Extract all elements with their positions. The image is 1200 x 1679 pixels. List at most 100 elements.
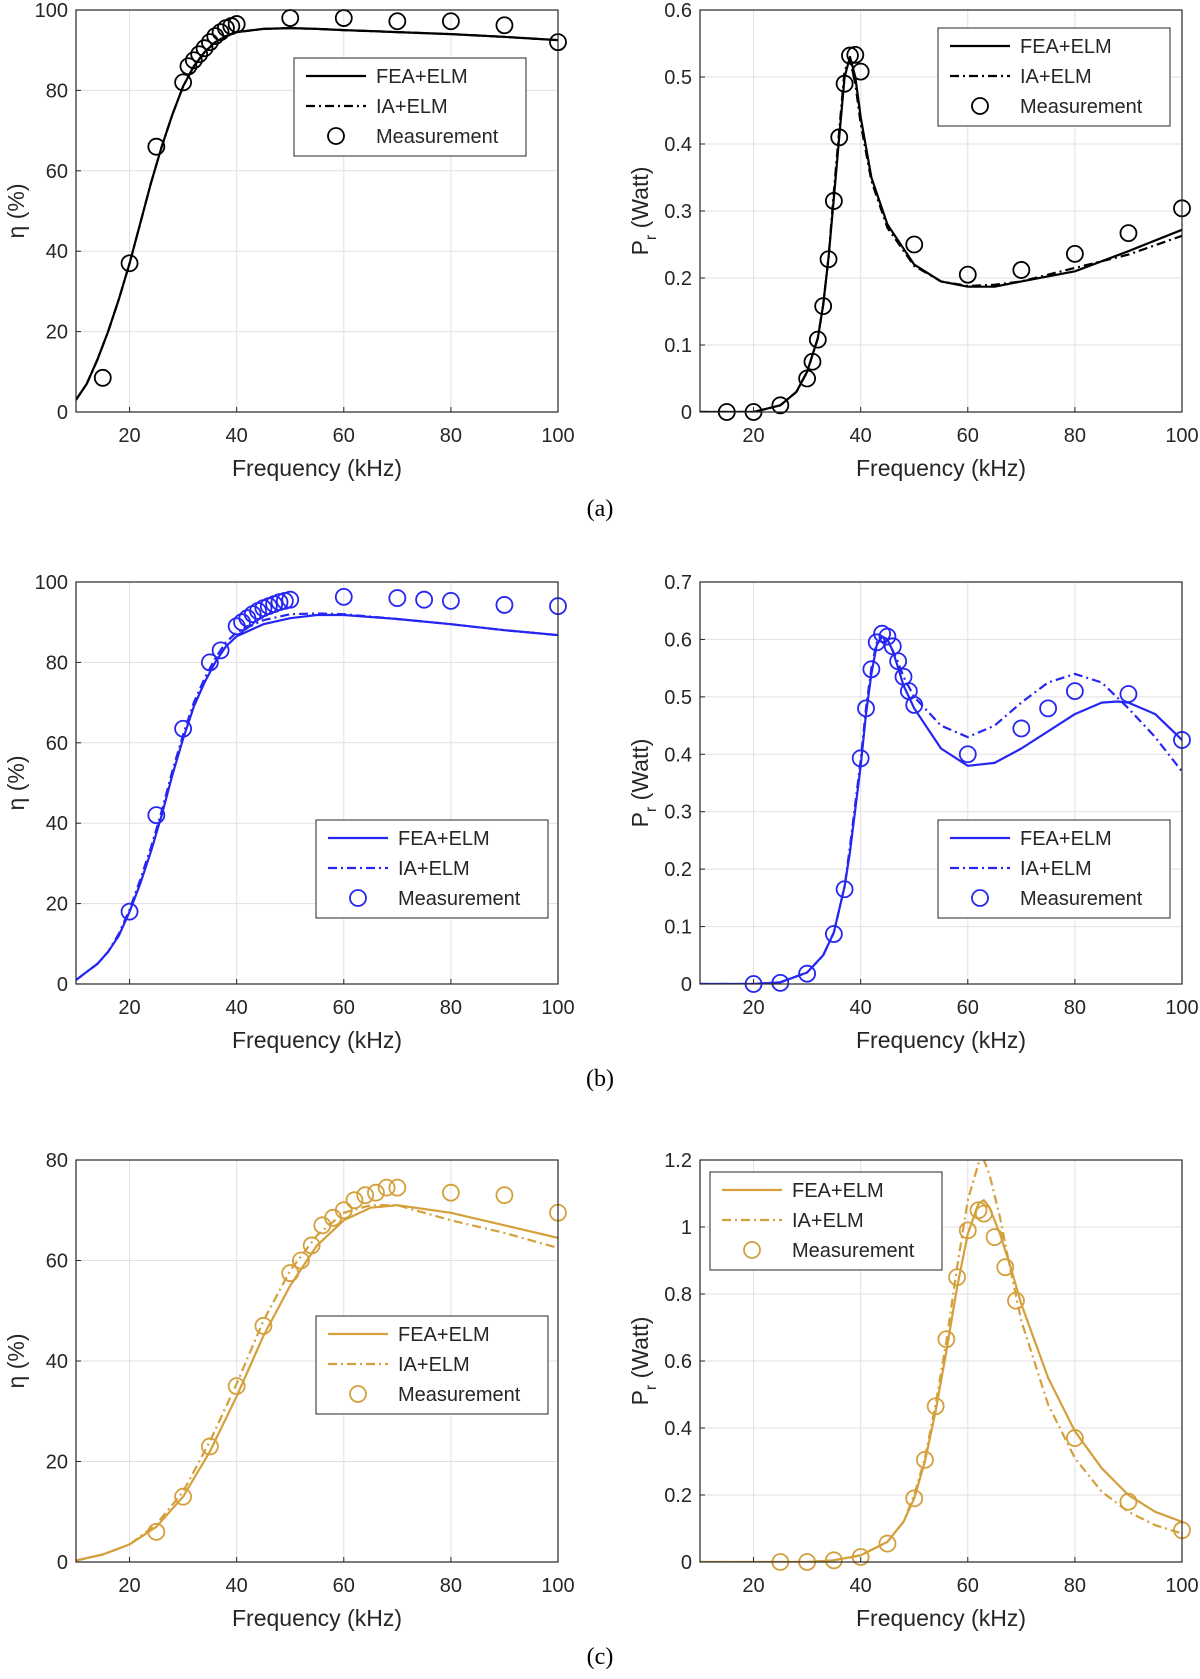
legend-marker: [349, 1385, 367, 1403]
measurement-point: [1065, 244, 1084, 263]
measurement-point: [808, 330, 827, 349]
axes-box: [75, 581, 559, 985]
measurement-point: [415, 590, 434, 609]
measurement-point: [835, 880, 854, 899]
x-tick-label: 80: [440, 425, 462, 447]
x-tick-label: 80: [1064, 425, 1086, 447]
y-tick-label: 20: [46, 322, 68, 344]
measurement-point: [281, 590, 300, 609]
x-tick-label: 100: [1165, 997, 1198, 1019]
legend-label: Measurement: [376, 126, 499, 148]
measurement-point: [441, 1183, 460, 1202]
measurement-point: [824, 1551, 843, 1570]
measurement-point: [211, 23, 230, 42]
x-tick-label: 60: [957, 1575, 979, 1597]
measurement-point: [937, 1330, 956, 1349]
y-axis-label: η (%): [3, 184, 29, 239]
y-tick-label: 60: [46, 161, 68, 183]
measurement-point: [1012, 261, 1031, 279]
measurement-point: [377, 1178, 396, 1197]
measurement-point: [211, 641, 230, 660]
y-tick-label: 0.8: [664, 1284, 692, 1306]
legend-label: IA+ELM: [1020, 66, 1092, 88]
panel-label-b: (b): [586, 1066, 614, 1092]
y-tick-label: 100: [35, 572, 68, 594]
x-tick-label: 40: [226, 425, 248, 447]
measurement-point: [851, 749, 870, 768]
measurement-point: [174, 1487, 193, 1506]
series-line-ia-elm: [700, 1160, 1182, 1562]
measurement-point: [814, 297, 833, 316]
measurement-point: [281, 1264, 300, 1282]
chart-b-pow: 20 40 60 80 100 0 0.1 0.2 0.3 0.4 0.5 0.6 0.7 Frequen…: [627, 572, 1199, 1053]
measurement-point: [824, 192, 843, 210]
measurement-point: [120, 254, 139, 273]
measurement-point: [819, 250, 838, 269]
legend-marker: [971, 889, 989, 907]
y-tick-label: 0.6: [664, 629, 692, 651]
measurement-point: [388, 1178, 407, 1197]
measurement-point: [798, 369, 817, 388]
x-tick-label: 80: [440, 997, 462, 1019]
y-tick-label: 80: [46, 1150, 68, 1172]
legend-label: FEA+ELM: [792, 1180, 884, 1202]
y-tick-label: 0: [57, 1552, 68, 1574]
x-tick-label: 60: [333, 997, 355, 1019]
chart-b-eff: 20 40 60 80 100 0 20 40 60 80 100 Frequency (kHz) η …: [3, 572, 575, 1053]
y-tick-label: 0.7: [664, 572, 692, 594]
x-tick-label: 40: [226, 997, 248, 1019]
measurement-point: [195, 39, 214, 58]
y-tick-label: 0.5: [664, 687, 692, 709]
y-axis-label-units: (Watt): [627, 167, 653, 235]
y-tick-label: 0.1: [664, 335, 692, 357]
measurement-point: [200, 653, 219, 672]
y-tick-label: 100: [35, 0, 68, 22]
series-line-fea-elm: [700, 1199, 1182, 1562]
measurement-point: [147, 137, 166, 156]
measurement-point: [441, 591, 460, 610]
chart-a-eff: 20 40 60 80 100 0 20 40 60 80 100 Frequency (kHz) η …: [3, 0, 575, 481]
measurement-point: [1007, 1291, 1025, 1310]
y-tick-label: 0.4: [664, 744, 692, 766]
measurement-point: [958, 265, 977, 284]
x-tick-label: 40: [226, 1575, 248, 1597]
measurement-point: [905, 235, 924, 254]
measurement-point: [969, 1201, 988, 1220]
measurement-point: [835, 74, 854, 93]
measurement-point: [851, 62, 870, 81]
legend-label: FEA+ELM: [398, 828, 490, 850]
y-axis-label-subscript: r: [643, 234, 660, 240]
y-axis-label-main: P: [627, 240, 653, 255]
x-tick-label: 60: [957, 997, 979, 1019]
x-tick-label: 100: [541, 997, 574, 1019]
plot-area: [76, 582, 558, 984]
y-tick-label: 60: [46, 1251, 68, 1273]
measurement-point: [147, 806, 166, 825]
measurement-point: [830, 128, 849, 147]
legend-label: FEA+ELM: [376, 66, 468, 88]
legend-marker: [349, 889, 367, 907]
legend-label: FEA+ELM: [398, 1324, 490, 1346]
measurement-point: [857, 699, 875, 718]
legend-marker: [743, 1241, 761, 1259]
x-tick-label: 100: [1165, 425, 1198, 447]
measurement-point: [356, 1186, 375, 1205]
measurement-point: [495, 1186, 514, 1205]
measurement-point: [292, 1251, 310, 1270]
series-line-ia-elm: [76, 612, 558, 981]
x-axis-label: Frequency (kHz): [232, 1605, 402, 1631]
y-tick-label: 0.6: [664, 0, 692, 22]
x-tick-label: 60: [333, 1575, 355, 1597]
x-tick-label: 60: [333, 425, 355, 447]
panel-label-a: (a): [586, 496, 614, 522]
y-axis-label-units: (Watt): [627, 1317, 653, 1385]
x-axis-label: Frequency (kHz): [856, 1605, 1026, 1631]
measurement-point: [388, 589, 407, 607]
series-line-fea-elm: [76, 1204, 558, 1562]
y-tick-label: 0.2: [664, 859, 692, 881]
measurement-point: [878, 1534, 897, 1553]
y-axis-label: η (%): [3, 756, 29, 811]
axes-box: [699, 581, 1183, 985]
measurement-point: [771, 973, 790, 992]
measurement-point: [227, 15, 246, 33]
